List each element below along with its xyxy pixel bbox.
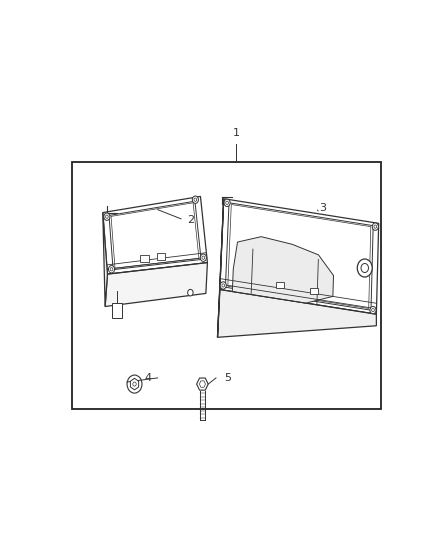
Polygon shape <box>103 196 208 274</box>
Text: 5: 5 <box>224 373 231 383</box>
Circle shape <box>371 309 374 312</box>
Text: 2: 2 <box>187 215 194 225</box>
Circle shape <box>110 268 113 271</box>
Polygon shape <box>103 213 107 306</box>
Polygon shape <box>197 378 208 390</box>
Circle shape <box>374 225 377 228</box>
Polygon shape <box>228 205 371 309</box>
Polygon shape <box>218 199 224 337</box>
Circle shape <box>370 306 376 314</box>
Polygon shape <box>109 201 201 270</box>
Circle shape <box>106 215 108 219</box>
Bar <box>310 288 318 294</box>
Bar <box>157 253 166 260</box>
Circle shape <box>194 198 197 201</box>
Circle shape <box>357 259 372 277</box>
Polygon shape <box>218 289 376 337</box>
Circle shape <box>222 284 225 287</box>
Bar <box>72 163 381 409</box>
Circle shape <box>127 375 142 393</box>
Polygon shape <box>131 378 139 390</box>
Circle shape <box>226 201 229 205</box>
Circle shape <box>104 213 110 220</box>
Polygon shape <box>105 263 208 306</box>
Circle shape <box>109 265 115 273</box>
Polygon shape <box>111 203 199 268</box>
Circle shape <box>361 263 368 272</box>
Polygon shape <box>232 237 333 303</box>
Circle shape <box>372 223 378 230</box>
Circle shape <box>220 282 226 289</box>
Bar <box>112 303 122 318</box>
Circle shape <box>133 382 136 386</box>
Circle shape <box>200 254 206 261</box>
Circle shape <box>192 196 198 204</box>
Polygon shape <box>226 203 373 310</box>
Text: 1: 1 <box>233 128 240 138</box>
Bar <box>276 282 284 288</box>
Polygon shape <box>220 199 379 314</box>
Text: 3: 3 <box>320 203 326 213</box>
Circle shape <box>224 199 230 206</box>
Circle shape <box>202 256 205 260</box>
Circle shape <box>187 289 193 296</box>
Polygon shape <box>199 381 205 387</box>
Text: 4: 4 <box>145 373 152 383</box>
Bar <box>140 255 148 262</box>
